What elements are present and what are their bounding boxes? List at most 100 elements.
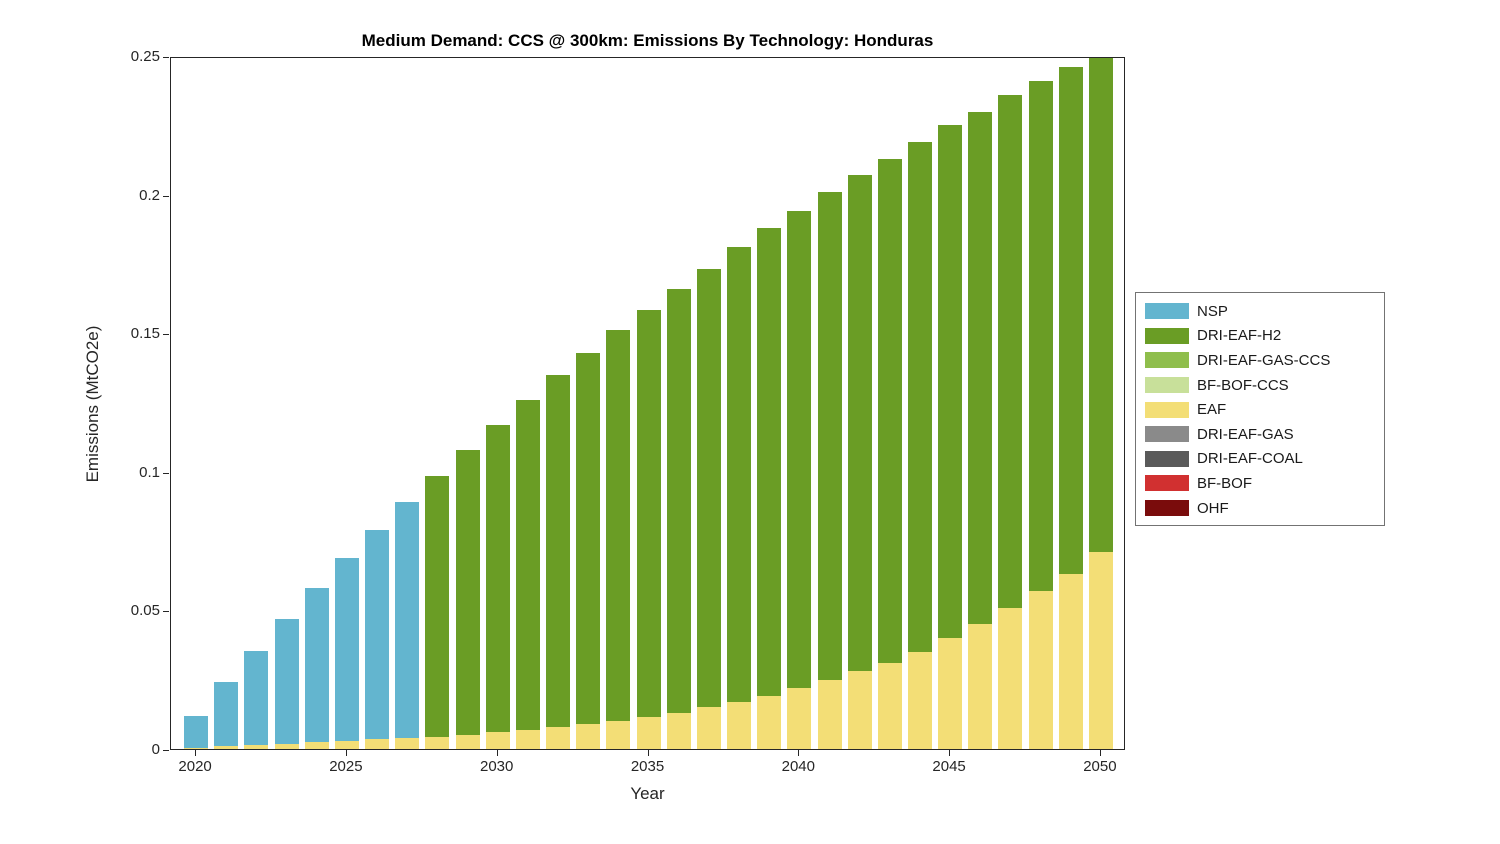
y-tick-label: 0.05 <box>130 602 160 620</box>
bar-segment-NSP-2023 <box>274 618 299 744</box>
legend-swatch-BF-BOF-CCS <box>1145 377 1189 394</box>
legend-label: NSP <box>1197 302 1228 320</box>
bar-segment-DRI-EAF-H2-2046 <box>968 111 993 625</box>
bar-segment-EAF-2025 <box>334 740 359 749</box>
bar-segment-EAF-2023 <box>274 743 299 749</box>
legend-swatch-OHF <box>1145 500 1189 517</box>
x-tick-label: 2050 <box>1083 758 1117 775</box>
x-tick-mark <box>1099 750 1101 756</box>
bar-segment-NSP-2022 <box>244 650 269 745</box>
bar-segment-DRI-EAF-H2-2028 <box>425 475 450 737</box>
bar-segment-EAF-2029 <box>455 735 480 749</box>
bar-segment-EAF-2027 <box>395 737 420 749</box>
x-tick-mark <box>798 750 800 756</box>
chart-title: Medium Demand: CCS @ 300km: Emissions By… <box>361 31 934 50</box>
bar-segment-DRI-EAF-H2-2050 <box>1088 58 1113 553</box>
legend-item-DRI-EAF-H2: DRI-EAF-H2 <box>1136 324 1384 349</box>
x-tick-label: 2030 <box>480 758 514 775</box>
x-tick-mark <box>496 750 498 756</box>
bar-segment-DRI-EAF-H2-2030 <box>485 424 510 733</box>
bar-segment-EAF-2049 <box>1058 574 1083 749</box>
bar-segment-EAF-2028 <box>425 736 450 749</box>
legend-swatch-DRI-EAF-COAL <box>1145 450 1189 467</box>
bar-segment-DRI-EAF-H2-2047 <box>998 94 1023 608</box>
legend-swatch-DRI-EAF-GAS-CCS <box>1145 352 1189 369</box>
y-tick-label: 0.15 <box>130 325 160 343</box>
bar-segment-EAF-2030 <box>485 732 510 749</box>
x-tick-label: 2035 <box>630 758 665 775</box>
legend-label: DRI-EAF-GAS-CCS <box>1197 351 1331 369</box>
bar-segment-EAF-2048 <box>1028 591 1053 749</box>
legend-label: BF-BOF <box>1197 474 1252 492</box>
bar-segment-NSP-2024 <box>304 588 329 743</box>
legend-label: BF-BOF-CCS <box>1197 376 1289 394</box>
bar-segment-DRI-EAF-H2-2031 <box>515 399 540 730</box>
bar-segment-EAF-2032 <box>546 726 570 749</box>
bar-segment-EAF-2036 <box>666 713 691 749</box>
legend: NSP DRI-EAF-H2 DRI-EAF-GAS-CCS BF-BOF-CCS EA… <box>1135 292 1385 527</box>
legend-item-OHF: OHF <box>1136 496 1384 521</box>
bar-segment-DRI-EAF-H2-2042 <box>847 175 872 672</box>
bar-segment-EAF-2035 <box>636 717 661 749</box>
bar-segment-DRI-EAF-H2-2033 <box>576 352 601 725</box>
bar-segment-DRI-EAF-H2-2029 <box>455 449 480 736</box>
plot-area <box>170 57 1125 750</box>
legend-item-EAF: EAF <box>1136 397 1384 422</box>
y-tick-label: 0 <box>151 741 160 758</box>
legend-item-DRI-EAF-GAS-CCS: DRI-EAF-GAS-CCS <box>1136 348 1384 373</box>
y-axis-label: Emissions (MtCO2e) <box>83 325 102 483</box>
bar-segment-EAF-2044 <box>908 652 932 749</box>
legend-label: DRI-EAF-COAL <box>1197 450 1303 468</box>
bar-segment-DRI-EAF-H2-2041 <box>817 191 842 680</box>
bar-segment-EAF-2050 <box>1088 552 1113 749</box>
bar-segment-EAF-2040 <box>787 688 812 749</box>
x-tick-mark <box>345 750 347 756</box>
legend-swatch-DRI-EAF-H2 <box>1145 327 1189 344</box>
legend-label: DRI-EAF-H2 <box>1197 327 1282 345</box>
legend-swatch-NSP <box>1145 303 1189 320</box>
x-axis-label: Year <box>630 784 665 803</box>
bar-segment-EAF-2047 <box>998 607 1023 749</box>
bar-segment-DRI-EAF-H2-2034 <box>606 330 631 722</box>
bar-segment-DRI-EAF-H2-2035 <box>636 309 661 718</box>
bar-segment-DRI-EAF-H2-2040 <box>787 211 812 688</box>
bar-segment-EAF-2021 <box>214 746 239 749</box>
legend-label: OHF <box>1197 499 1229 517</box>
y-tick-mark <box>163 57 169 58</box>
bar-segment-DRI-EAF-H2-2032 <box>546 374 570 727</box>
x-tick-mark <box>949 750 951 756</box>
y-tick-mark <box>163 472 169 474</box>
legend-swatch-DRI-EAF-GAS <box>1145 426 1189 443</box>
bar-segment-EAF-2045 <box>938 638 963 749</box>
x-tick-label: 2045 <box>932 758 966 775</box>
bar-segment-DRI-EAF-H2-2036 <box>666 288 691 713</box>
y-tick-label: 0.2 <box>139 186 160 204</box>
legend-item-DRI-EAF-COAL: DRI-EAF-COAL <box>1136 447 1384 472</box>
bar-segment-NSP-2025 <box>334 557 359 741</box>
bar-segment-DRI-EAF-H2-2049 <box>1058 67 1083 575</box>
legend-item-DRI-EAF-GAS: DRI-EAF-GAS <box>1136 422 1384 447</box>
bar-segment-EAF-2037 <box>696 707 721 749</box>
bar-segment-DRI-EAF-H2-2044 <box>908 142 932 652</box>
y-tick-mark <box>163 750 169 751</box>
x-tick-label: 2025 <box>329 758 363 775</box>
bar-segment-EAF-2043 <box>877 663 902 749</box>
x-tick-mark <box>647 750 649 756</box>
bar-segment-EAF-2024 <box>304 742 329 749</box>
x-tick-label: 2020 <box>178 758 212 775</box>
bar-segment-EAF-2022 <box>244 744 269 749</box>
bar-segment-EAF-2026 <box>365 739 389 749</box>
bar-segment-NSP-2026 <box>365 530 389 740</box>
bar-segment-NSP-2027 <box>395 502 420 738</box>
bar-segment-EAF-2038 <box>727 701 751 749</box>
legend-item-BF-BOF: BF-BOF <box>1136 471 1384 496</box>
y-tick-mark <box>163 195 169 197</box>
bar-segment-DRI-EAF-H2-2048 <box>1028 81 1053 591</box>
bar-segment-DRI-EAF-H2-2037 <box>696 269 721 708</box>
legend-swatch-BF-BOF <box>1145 475 1189 492</box>
bar-segment-EAF-2042 <box>847 671 872 749</box>
y-tick-mark <box>163 334 169 336</box>
bar-segment-DRI-EAF-H2-2043 <box>877 158 902 664</box>
legend-item-BF-BOF-CCS: BF-BOF-CCS <box>1136 373 1384 398</box>
